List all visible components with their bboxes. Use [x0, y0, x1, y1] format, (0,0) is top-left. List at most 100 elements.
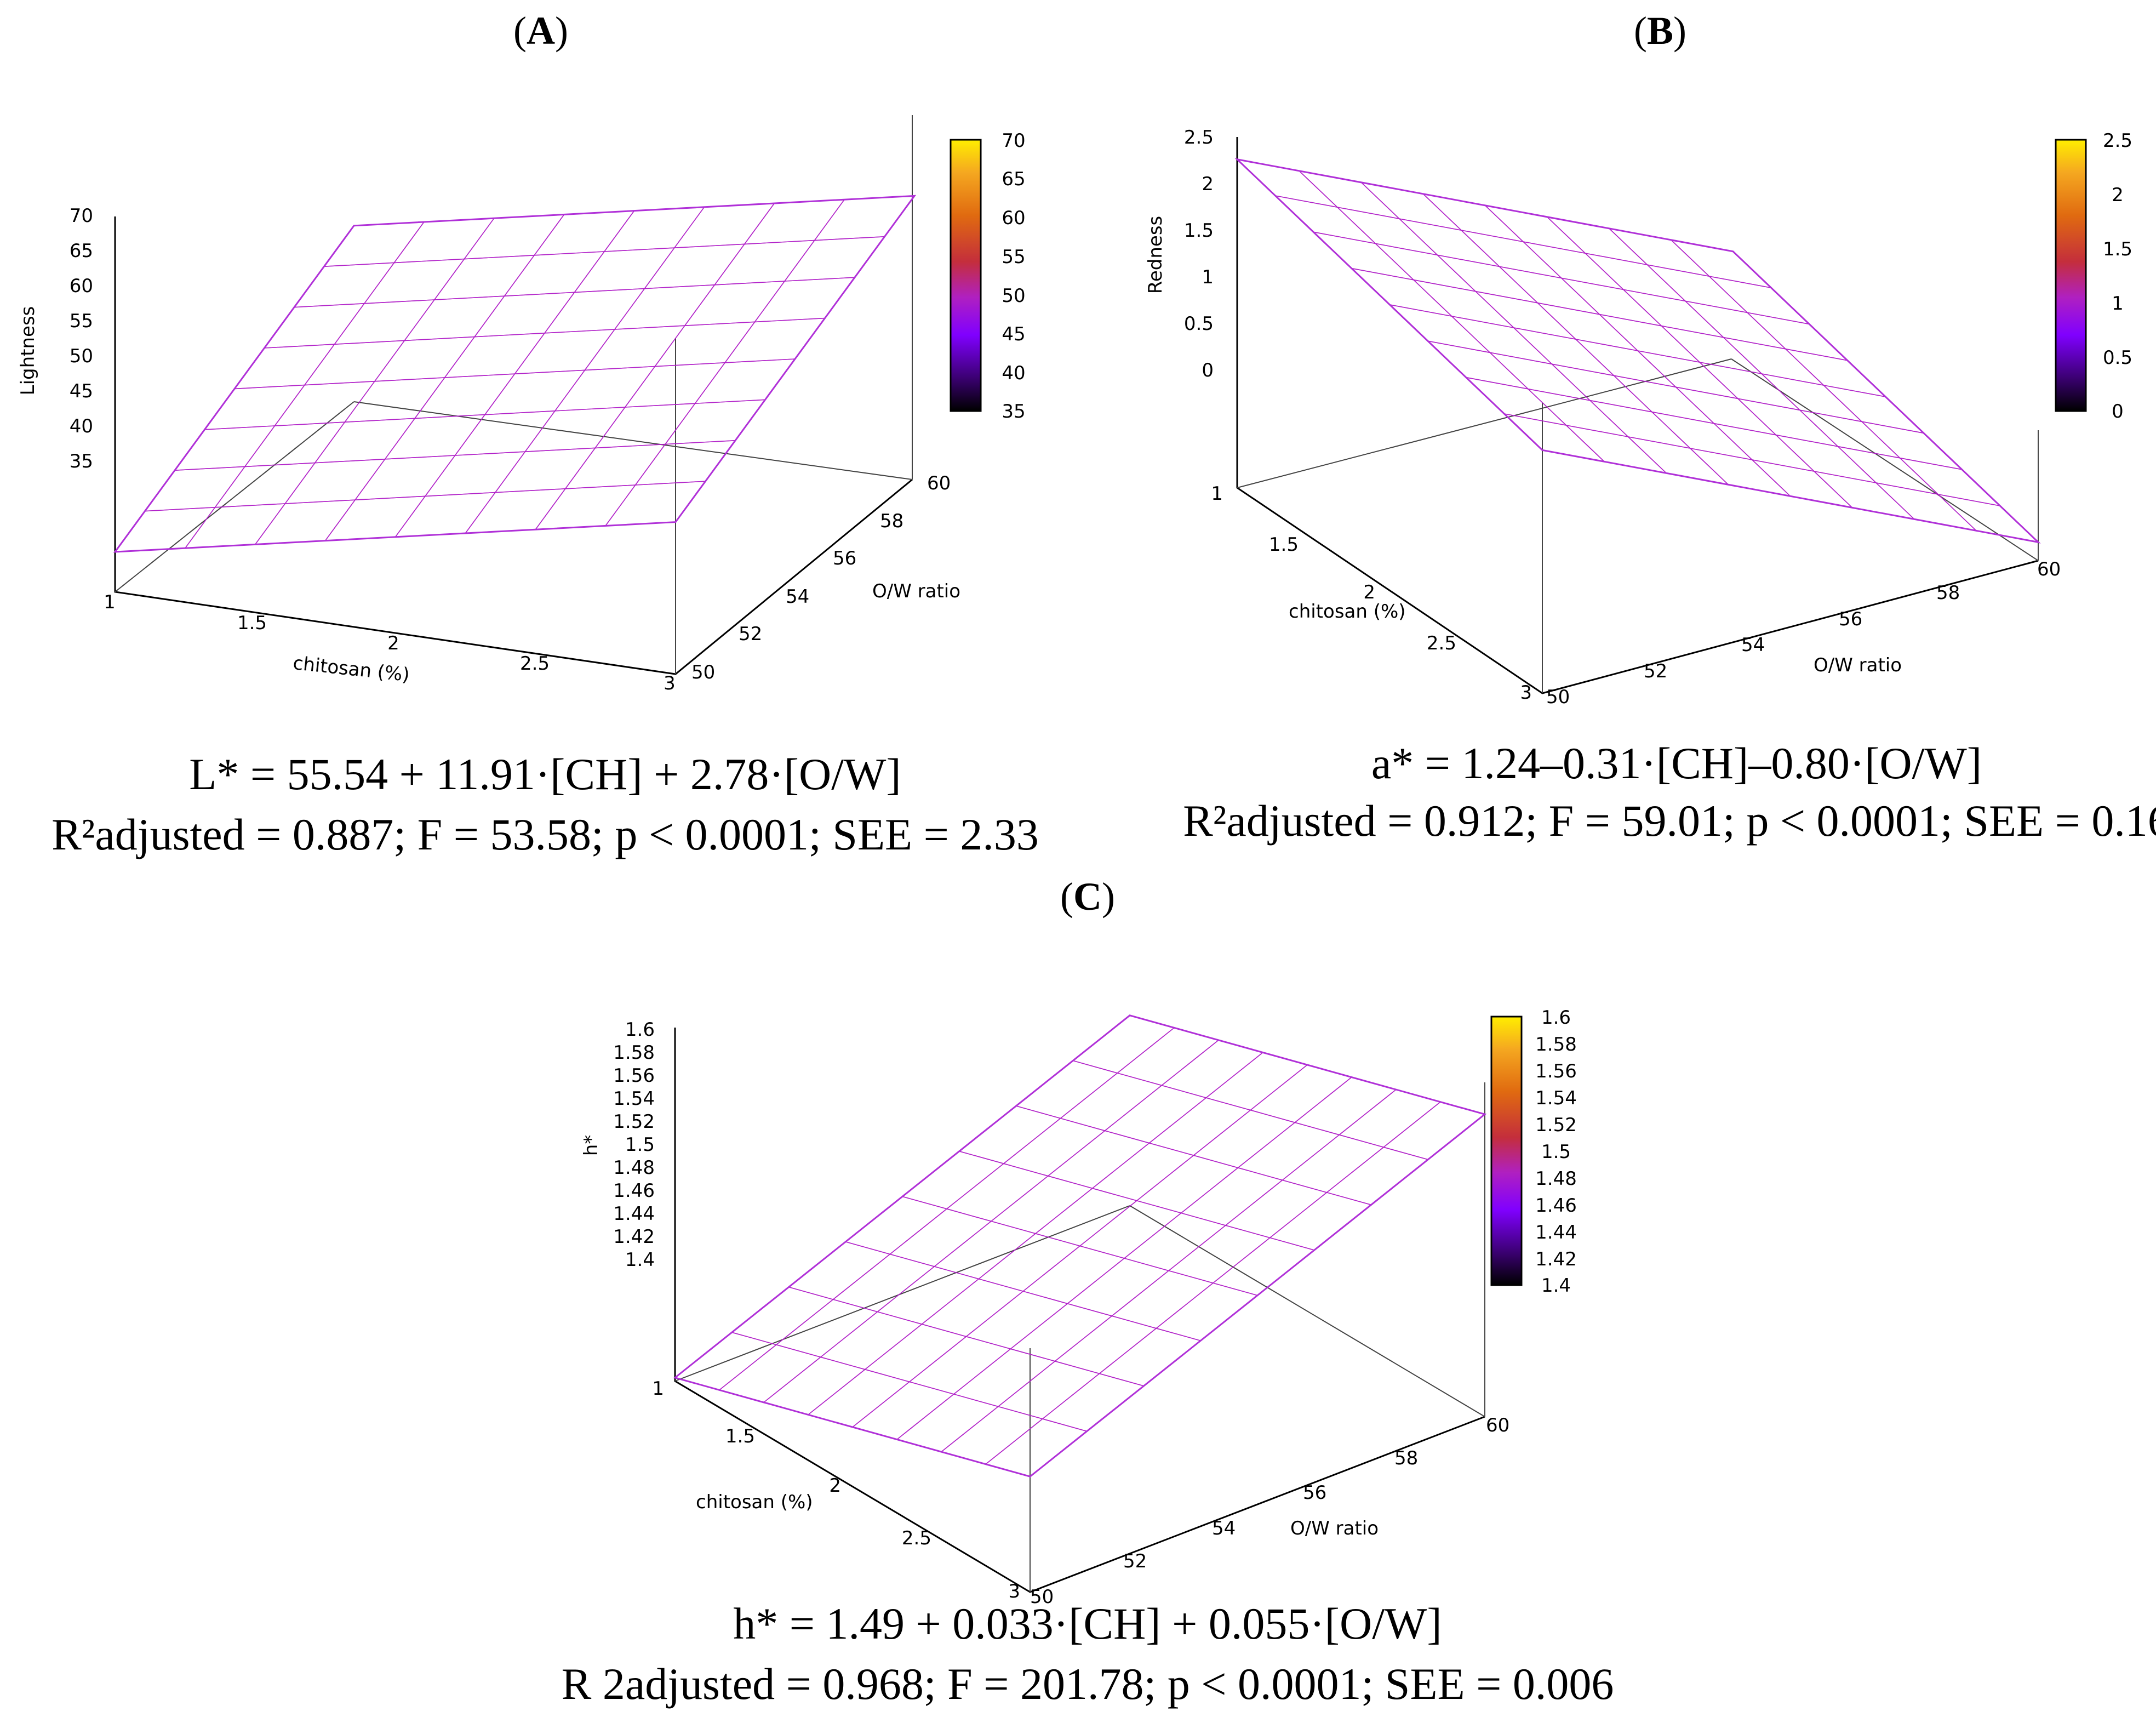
surface-cell — [1498, 266, 1601, 315]
surface-cell — [384, 414, 486, 460]
surface-cell — [1669, 239, 1773, 289]
panel-c-letter: C — [1073, 875, 1102, 919]
panel-a-colorbar: 70 65 60 55 50 45 40 35 — [950, 130, 1026, 423]
colorbar-tick: 2 — [2112, 184, 2124, 206]
z-tick: 1.42 — [613, 1226, 655, 1248]
surface-cell — [908, 1336, 1012, 1395]
panel-c-ylabel: O/W ratio — [1290, 1518, 1379, 1539]
colorbar-tick: 50 — [1002, 285, 1025, 307]
colorbar-tick: 35 — [1002, 401, 1025, 423]
colorbar-tick: 1.52 — [1535, 1114, 1577, 1136]
surface-cell — [997, 1360, 1101, 1419]
surface-cell — [1192, 1109, 1296, 1168]
surface-cell — [1034, 1188, 1138, 1247]
z-tick: 35 — [70, 450, 93, 472]
surface-cell — [174, 425, 276, 471]
surface-cell — [1588, 400, 1692, 449]
colorbar-tick: 1.46 — [1535, 1195, 1577, 1217]
surface-cell — [1898, 457, 2001, 507]
surface-cell — [1398, 218, 1501, 267]
surface-cell — [344, 377, 446, 423]
z-tick: 65 — [70, 240, 93, 262]
y-tick: 52 — [1644, 660, 1667, 682]
surface-cell — [784, 236, 886, 282]
x-tick: 3 — [1008, 1581, 1020, 1602]
surface-cell — [1312, 231, 1415, 281]
surface-cell — [1325, 1146, 1429, 1206]
surface-cell — [1003, 1117, 1106, 1177]
surface-cell — [604, 481, 707, 527]
surface-cell — [787, 1241, 891, 1300]
surface-cell — [1155, 1282, 1259, 1342]
panel-a-z-ticks: 70 65 60 55 50 45 40 35 — [70, 205, 93, 472]
panel-c-y-ticks: 50 52 54 56 58 60 — [1030, 1414, 1509, 1608]
surface-cell — [1350, 267, 1454, 317]
colorbar-tick: 0 — [2112, 401, 2124, 423]
panel-b-colorbar: 2.5 2 1.5 1 0.5 0 — [2055, 130, 2132, 423]
surface-cell — [1636, 350, 1740, 400]
z-tick: 1.52 — [613, 1111, 655, 1133]
surface-cell — [1522, 241, 1625, 290]
surface-cell — [534, 484, 637, 530]
panel-b-y-ticks: 50 52 54 56 58 60 — [1546, 558, 2061, 708]
y-tick: 56 — [833, 547, 856, 569]
surface-cell — [1281, 1134, 1385, 1193]
surface-cell — [1836, 446, 1940, 495]
surface-cell — [1374, 243, 1477, 292]
x-tick: 2.5 — [520, 653, 550, 675]
surface-cell — [1359, 181, 1463, 231]
x-tick: 3 — [664, 672, 676, 694]
surface-cell — [1583, 252, 1687, 302]
surface-cell — [1622, 289, 1725, 338]
surface-cell — [333, 299, 436, 345]
surface-cell — [263, 303, 365, 349]
surface-cell — [1550, 363, 1654, 413]
surface-cell — [1812, 470, 1916, 520]
colorbar-tick: 1.5 — [2103, 238, 2132, 260]
panel-a: (A) 70 65 60 55 50 45 40 35 Lightness 1 … — [17, 9, 1039, 859]
surface-cell — [1136, 1155, 1239, 1214]
surface-cell — [1751, 459, 1854, 509]
surface-cell — [1091, 1142, 1195, 1201]
surface-cell — [933, 1220, 1037, 1280]
surface-border — [113, 195, 917, 553]
surface-cell — [889, 1208, 992, 1267]
surface-cell — [1066, 1258, 1170, 1317]
z-tick: 1.48 — [613, 1157, 655, 1179]
colorbar-tick: 55 — [1002, 246, 1025, 268]
z-tick: 1.5 — [1184, 220, 1214, 242]
surface-cell — [293, 262, 396, 308]
surface-cell — [1168, 1225, 1271, 1284]
panel-b-zlabel: Redness — [1145, 216, 1166, 294]
y-tick: 56 — [1303, 1482, 1326, 1504]
surface-cell — [694, 358, 796, 404]
colorbar-tick: 2.5 — [2103, 130, 2132, 152]
z-tick: 45 — [70, 380, 93, 402]
surface-cell — [1079, 1200, 1182, 1259]
x-tick: 1 — [1211, 483, 1223, 505]
panel-b: (B) 2.5 2 1.5 1 0.5 0 Redness 1 1.5 2 2.… — [1145, 9, 2156, 846]
z-tick: 70 — [70, 205, 93, 227]
x-tick: 1 — [652, 1378, 664, 1400]
panel-a-xlabel: chitosan (%) — [292, 652, 411, 686]
colorbar-tick: 1 — [2112, 293, 2124, 315]
surface-cell — [1760, 373, 1863, 423]
surface-cell — [673, 203, 775, 249]
surface-cell — [753, 277, 856, 323]
panel-c-axes — [674, 1028, 1485, 1593]
surface-cell — [864, 1324, 968, 1383]
colorbar-tick: 1.4 — [1541, 1275, 1571, 1297]
surface-cell — [1712, 423, 1816, 472]
surface-cell — [1874, 482, 1978, 532]
surface-cell — [533, 210, 636, 256]
surface-cell — [1650, 411, 1754, 461]
surface-cell — [554, 366, 656, 412]
surface-cell — [744, 199, 845, 245]
x-tick: 3 — [1520, 682, 1532, 704]
surface-cell — [965, 1291, 1069, 1350]
panel-b-ylabel: O/W ratio — [1814, 654, 1902, 676]
panel-a-letter: A — [527, 9, 555, 53]
z-tick: 1 — [1202, 266, 1214, 288]
panel-b-letter: B — [1647, 9, 1673, 53]
surface-cell — [464, 488, 567, 534]
